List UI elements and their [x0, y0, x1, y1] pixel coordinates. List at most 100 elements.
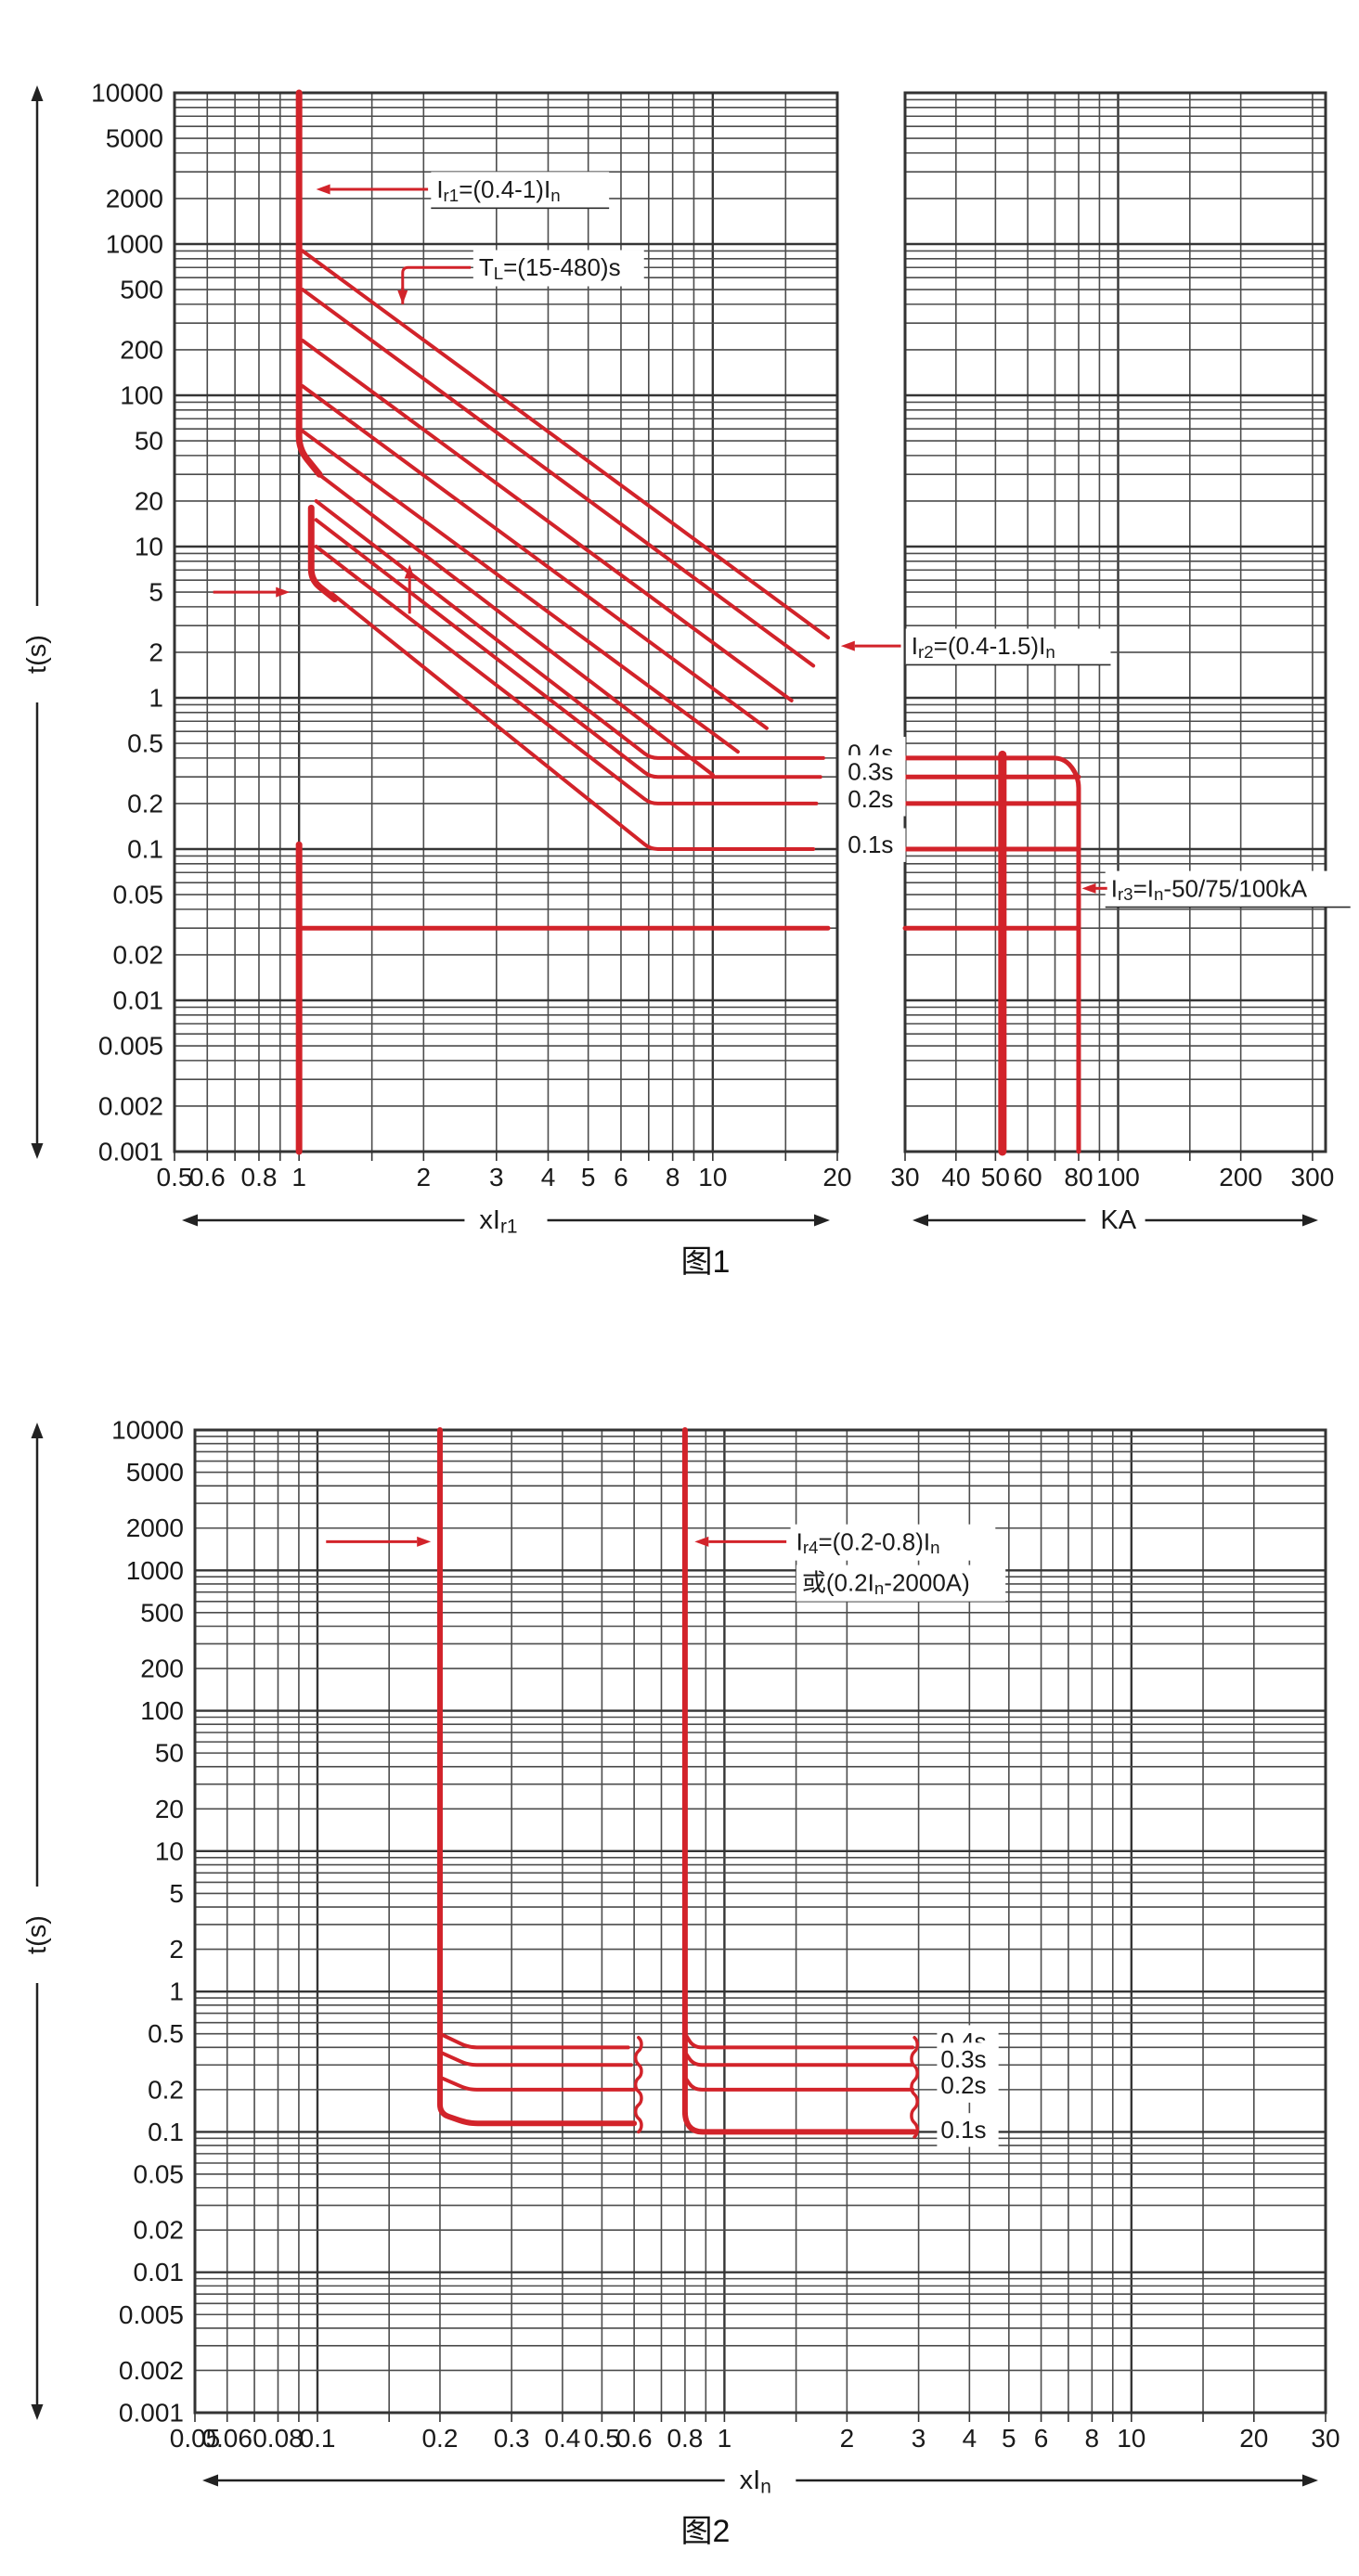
x-tick-label: 40 [941, 1163, 970, 1191]
y-tick-label: 10 [135, 533, 163, 561]
x-tick-label: 10 [698, 1163, 727, 1191]
y-tick-label: 0.1 [148, 2118, 184, 2146]
x-tick-label: 0.05 [170, 2424, 221, 2453]
annotation-ir1-arrow-head [316, 184, 330, 195]
y-tick-label: 2 [149, 638, 163, 666]
figure2: 0.050.06 0.080.1 0.2 0.3 0.4 0.50.6 0.8 1 2 3 4 5 6 8… [22, 1416, 1340, 2497]
annotation-ir4-label-line1-text: Ir4=(0.2-0.8)In [796, 1527, 940, 1556]
annotation-ir4-left-arrow-head [694, 1536, 709, 1547]
series-long-delay-d3 [300, 339, 794, 702]
y-tick-label: 0.2 [148, 2075, 184, 2104]
annotations: Ir4=(0.2-0.8)In或(0.2In-2000A)0.4s0.3s0.2… [326, 1524, 1006, 2147]
series-band2-vertical [307, 504, 339, 603]
x-tick-label: 30 [1311, 2424, 1340, 2453]
annotation-tl-leader-line [401, 265, 472, 304]
series-ir4-min-b03 [437, 2050, 633, 2067]
y-tick-label: 500 [140, 1598, 184, 1627]
y-tick-label: 0.5 [127, 729, 163, 758]
x-axis-arrow-p0-head-l [182, 1214, 198, 1227]
y-tick-label: 0.005 [98, 1032, 163, 1061]
series-band2-c4 [330, 591, 816, 851]
x-tick-label: 30 [890, 1163, 919, 1191]
x-tick-label: 0.8 [241, 1163, 278, 1191]
y-axis-arrow-head-up [31, 85, 44, 101]
x-axis-arrow-p1-title: KA [1100, 1205, 1136, 1235]
annotation-t2-01s: 0.1s [940, 2116, 986, 2144]
annotation-ir4-label-line1-bg [790, 1524, 996, 1561]
annotation-ir3-label-bg [1105, 870, 1351, 908]
annotation-t-01s: 0.1s [848, 831, 893, 858]
y-tick-label: 0.2 [127, 789, 163, 818]
annotation-ir2-label-bg [905, 628, 1111, 665]
x-tick-label: 1 [291, 1163, 306, 1191]
series-long-delay-d6 [314, 470, 715, 777]
annotation-ir3-arrow-head [1081, 882, 1096, 894]
y-tick-label: 10 [155, 1836, 184, 1865]
x-tick-label: 0.4 [544, 2424, 580, 2453]
annotation-ir1-label-text: Ir1=(0.4-1)In [436, 175, 560, 204]
x-axis-arrow-p1-head-l [912, 1214, 928, 1227]
x-tick-label: 60 [1014, 1163, 1042, 1191]
y-tick-label: 1000 [126, 1556, 184, 1585]
annotation-ir1-label-bg [431, 172, 610, 209]
y-tick-label: 10000 [111, 1416, 184, 1445]
annotation-ir4-label-line2-bg [796, 1565, 1006, 1602]
y-axis-title: t(s) [22, 635, 52, 674]
annotation-tl-label-text: TL=(15-480)s [479, 253, 621, 282]
y-tick-label: 0.001 [98, 1138, 163, 1166]
x-tick-label: 1 [718, 2424, 732, 2453]
series [436, 1427, 919, 2139]
y-tick-label: 1 [169, 1977, 184, 2006]
y-tick-label: 0.002 [119, 2356, 184, 2385]
series-long-delay-d2 [300, 288, 816, 668]
series-icu-80-with-04s [902, 755, 1081, 1154]
series-band2-c1 [314, 498, 825, 760]
y-tick-label: 5 [169, 1879, 184, 1908]
y-axis-arrow-head-down [31, 1143, 44, 1159]
series-ir4-max-break [910, 2036, 919, 2139]
x-tick-label: 8 [1085, 2424, 1100, 2453]
y-tick-label: 50 [155, 1739, 184, 1768]
y-axis-arrow-head-up [31, 1423, 44, 1438]
y-tick-label: 5000 [126, 1458, 184, 1487]
annotation-ir2-label-text: Ir2=(0.4-1.5)In [912, 632, 1055, 661]
y-axis-title: t(s) [22, 1915, 52, 1954]
y-tick-label: 100 [140, 1696, 184, 1725]
y-tick-label: 0.01 [134, 2258, 185, 2286]
x-axis-arrow-p0-title: xIn [740, 2466, 771, 2497]
annotation-t-03s: 0.3s [848, 758, 893, 786]
y-tick-label: 0.5 [148, 2019, 184, 2048]
y-tick-label: 1000 [106, 230, 163, 259]
x-tick-label: 50 [981, 1163, 1010, 1191]
y-tick-label: 5 [149, 578, 163, 607]
y-tick-label: 2 [169, 1935, 184, 1964]
x-tick-label: 5 [1002, 2424, 1016, 2453]
y-tick-label: 0.02 [113, 940, 164, 969]
x-tick-label: 5 [581, 1163, 596, 1191]
x-axis-arrow-p0-head-r [1302, 2474, 1318, 2487]
y-tick-label: 0.02 [134, 2216, 185, 2245]
annotation-t-02s-bg [844, 782, 906, 817]
series-ir4-max-b03 [682, 2050, 915, 2067]
annotation-t-01s-bg [844, 828, 906, 862]
y-tick-label: 200 [140, 1655, 184, 1683]
annotation-t2-02s: 0.2s [940, 2071, 986, 2099]
x-tick-label: 80 [1064, 1163, 1093, 1191]
x-tick-label: 0.08 [252, 2424, 304, 2453]
annotation-band2-right-arrow-head [276, 586, 291, 598]
y-axis-arrow-head-down [31, 2404, 44, 2420]
series-ir4-max-vertical [681, 1427, 918, 2135]
series-band2-c2 [314, 518, 822, 779]
x-tick-label: 200 [1219, 1163, 1262, 1191]
x-tick-label: 20 [1239, 2424, 1268, 2453]
y-tick-label: 100 [120, 381, 163, 410]
annotation-ir4-label-line2-text: 或(0.2In-2000A) [802, 1568, 970, 1597]
annotation-tl-label-bg [472, 250, 644, 287]
annotations: Ir1=(0.4-1)In TL=(15-480)s Ir2=(0.4-1.5)In… [213, 172, 1351, 908]
x-axis-arrow-p0-head-r [814, 1214, 830, 1227]
y-tick-label: 20 [135, 486, 163, 515]
series-long-delay-d1 [300, 249, 831, 640]
grid [174, 91, 1326, 1153]
y-tick-label: 2000 [126, 1513, 184, 1542]
